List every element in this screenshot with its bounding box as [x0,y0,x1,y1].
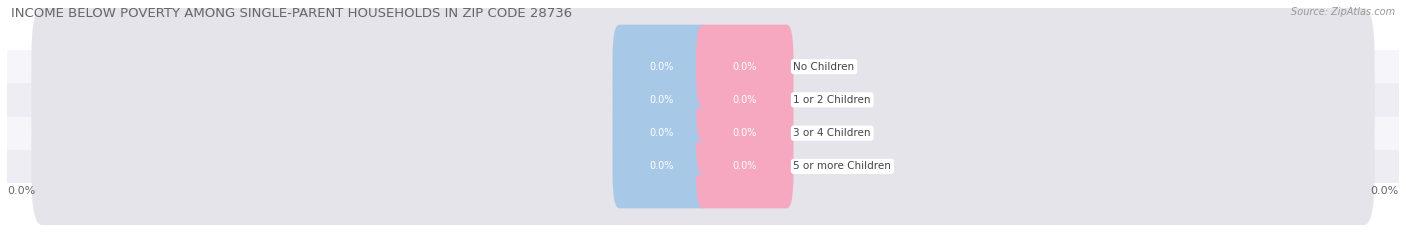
FancyBboxPatch shape [613,91,710,175]
Text: 0.0%: 0.0% [733,161,756,171]
Text: Source: ZipAtlas.com: Source: ZipAtlas.com [1291,7,1395,17]
FancyBboxPatch shape [613,58,710,142]
Text: 1 or 2 Children: 1 or 2 Children [793,95,870,105]
FancyBboxPatch shape [613,25,710,109]
FancyBboxPatch shape [696,124,793,208]
Text: 0.0%: 0.0% [1371,186,1399,196]
Bar [7,116,1399,150]
Text: 0.0%: 0.0% [733,95,756,105]
Bar [7,150,1399,183]
Text: 0.0%: 0.0% [650,128,673,138]
FancyBboxPatch shape [696,91,793,175]
FancyBboxPatch shape [31,108,1375,225]
Bar [7,83,1399,116]
Text: 3 or 4 Children: 3 or 4 Children [793,128,870,138]
Text: 0.0%: 0.0% [650,95,673,105]
FancyBboxPatch shape [31,8,1375,125]
FancyBboxPatch shape [696,25,793,109]
FancyBboxPatch shape [696,58,793,142]
Text: 0.0%: 0.0% [650,161,673,171]
Text: No Children: No Children [793,62,855,72]
FancyBboxPatch shape [613,124,710,208]
Text: 0.0%: 0.0% [7,186,35,196]
Text: 0.0%: 0.0% [733,128,756,138]
Text: 0.0%: 0.0% [733,62,756,72]
Text: INCOME BELOW POVERTY AMONG SINGLE-PARENT HOUSEHOLDS IN ZIP CODE 28736: INCOME BELOW POVERTY AMONG SINGLE-PARENT… [11,7,572,20]
FancyBboxPatch shape [31,41,1375,158]
Text: 0.0%: 0.0% [650,62,673,72]
FancyBboxPatch shape [31,75,1375,192]
Text: 5 or more Children: 5 or more Children [793,161,891,171]
Bar [7,50,1399,83]
